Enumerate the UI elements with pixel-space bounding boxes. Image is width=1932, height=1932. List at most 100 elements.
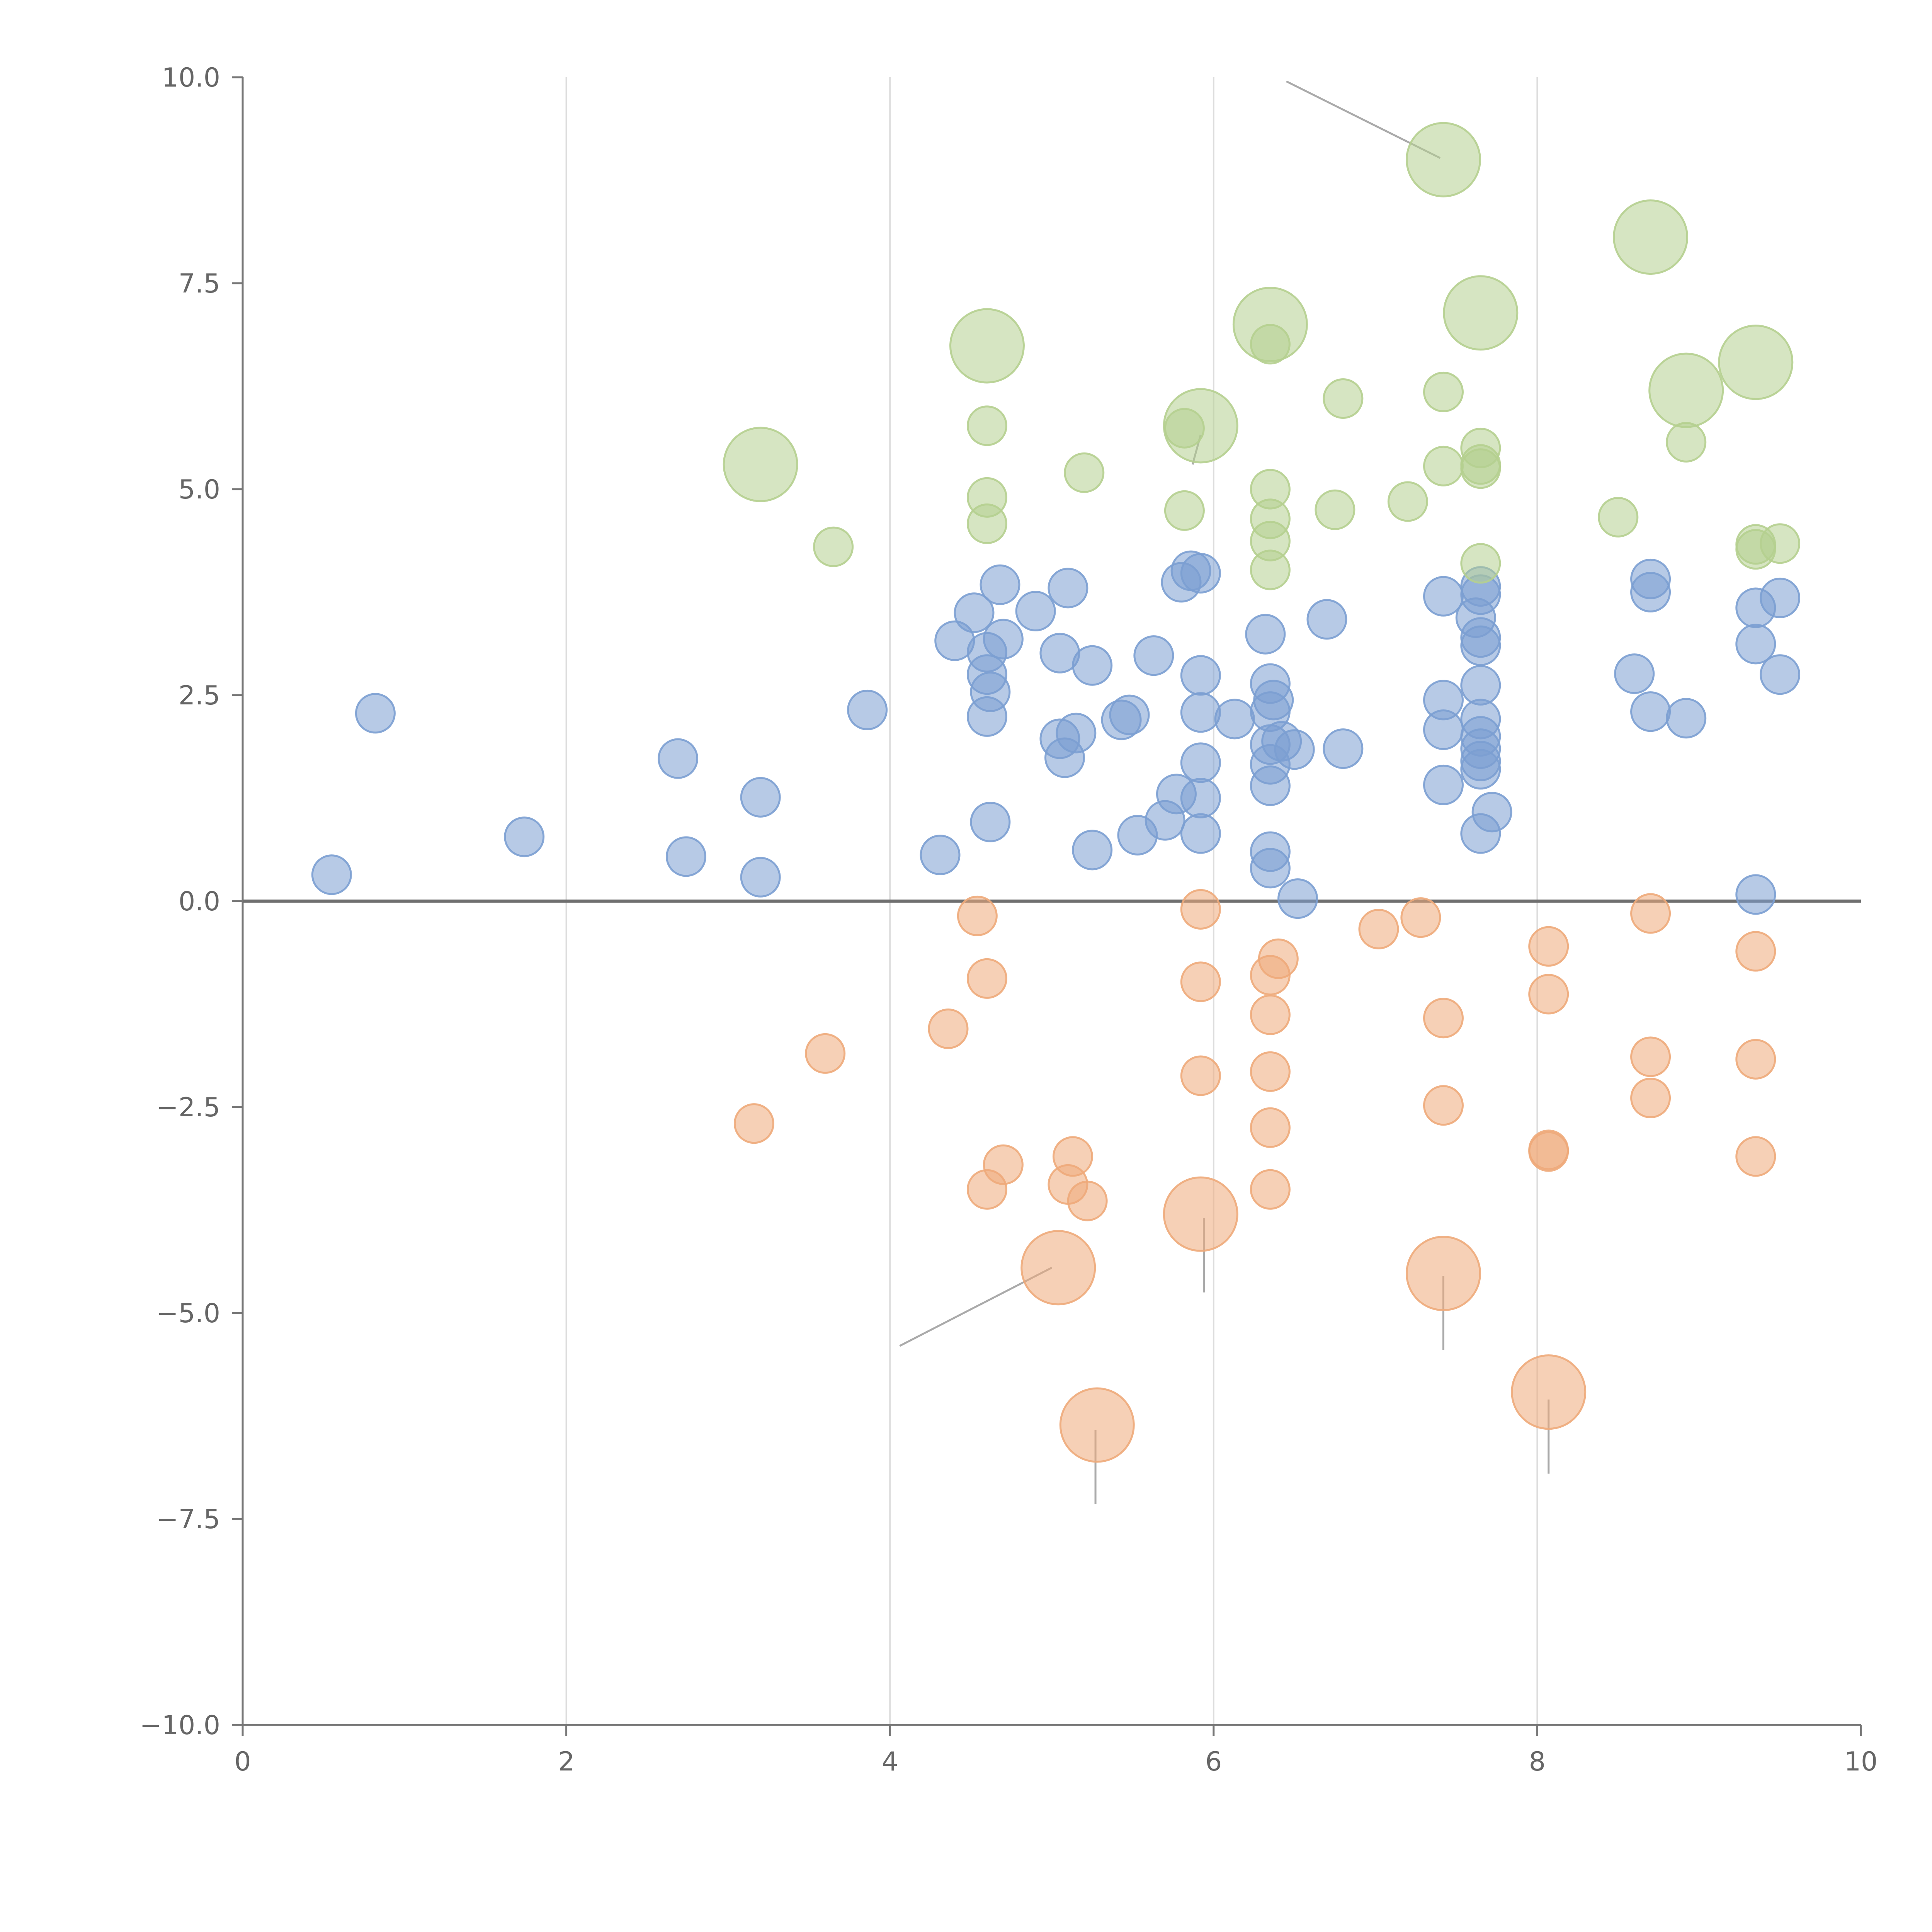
blue-point [740, 777, 781, 818]
orange-point [1358, 908, 1399, 949]
blue-point [666, 836, 707, 877]
blue-point [1471, 792, 1512, 833]
leader-lines [899, 80, 1757, 1504]
green-point [1666, 422, 1707, 463]
series-blue [311, 550, 1801, 919]
green-point [1718, 325, 1794, 400]
blue-point [504, 816, 545, 857]
blue-point [1423, 709, 1464, 750]
orange-point [805, 1033, 846, 1074]
blue-point [658, 738, 699, 779]
blue-point [1760, 654, 1801, 695]
y-tick-label: −10.0 [140, 1710, 220, 1741]
y-axis-ticks: 10.0 7.5 5.0 2.5 0.0 −2.5 −5.0 −7.5 −10.0 [140, 63, 243, 1741]
blue-point [1133, 635, 1174, 676]
orange-point [1528, 1131, 1569, 1172]
green-point [949, 308, 1025, 384]
green-point [966, 503, 1007, 544]
blue-point [1277, 878, 1318, 919]
blue-point [983, 619, 1024, 660]
blue-point [1250, 765, 1291, 806]
green-point [1443, 275, 1519, 351]
blue-point [1250, 848, 1291, 889]
blue-point [1614, 653, 1655, 694]
blue-point [1274, 729, 1315, 770]
green-point [1760, 523, 1801, 564]
orange-point [1052, 1136, 1093, 1177]
y-tick-label: 10.0 [162, 63, 220, 93]
green-point [1064, 452, 1105, 493]
blue-point [1180, 813, 1221, 854]
blue-point [1214, 699, 1255, 740]
orange-point [1735, 1039, 1776, 1080]
x-tick-label: 2 [558, 1747, 575, 1777]
green-point [1164, 490, 1205, 531]
blue-point [920, 835, 961, 876]
blue-point [970, 801, 1011, 842]
x-tick-label: 6 [1205, 1747, 1222, 1777]
green-point [1323, 378, 1364, 419]
blue-point [954, 592, 995, 633]
axes [242, 77, 1861, 1726]
blue-point [1180, 553, 1221, 594]
green-point [1163, 388, 1238, 464]
green-point [723, 427, 798, 502]
blue-point [1245, 614, 1286, 655]
blue-point [1630, 691, 1671, 732]
orange-point [1630, 1036, 1671, 1077]
y-tick-label: −5.0 [156, 1298, 220, 1329]
blue-point [1666, 698, 1707, 739]
orange-point [1735, 1136, 1776, 1177]
green-point [1387, 481, 1428, 522]
green-point [1423, 371, 1464, 412]
blue-point [1735, 874, 1776, 915]
orange-point [1258, 938, 1299, 979]
orange-point [1630, 1078, 1671, 1119]
data-points [311, 122, 1801, 1463]
x-tick-label: 8 [1529, 1747, 1546, 1777]
orange-point [1528, 974, 1569, 1015]
y-tick-label: −7.5 [156, 1504, 220, 1535]
blue-point [1735, 624, 1776, 665]
green-point [1648, 352, 1724, 428]
blue-point [1015, 591, 1056, 632]
blue-point [1180, 778, 1221, 818]
orange-point [1250, 994, 1291, 1035]
orange-point [1423, 1085, 1464, 1126]
green-point [813, 526, 854, 567]
green-point [1250, 324, 1291, 365]
orange-point [1180, 1055, 1221, 1096]
blue-point [1630, 572, 1671, 612]
blue-point [740, 857, 781, 898]
green-point [1598, 497, 1639, 537]
series-green [723, 122, 1801, 590]
green-point [1250, 549, 1291, 590]
blue-point [1109, 694, 1150, 735]
blue-point [1048, 568, 1088, 609]
green-point [1423, 446, 1464, 486]
x-tick-label: 10 [1844, 1747, 1878, 1777]
blue-point [1323, 728, 1364, 769]
y-tick-label: 7.5 [179, 269, 220, 299]
series-orange [733, 889, 1776, 1463]
blue-point [1056, 713, 1097, 753]
orange-point [1020, 1230, 1096, 1306]
blue-point [847, 689, 888, 730]
orange-point [1250, 1107, 1291, 1148]
orange-point [1250, 1051, 1291, 1092]
blue-point [1460, 625, 1501, 666]
blue-point [1180, 742, 1221, 783]
green-point [1460, 448, 1501, 489]
green-point [1315, 489, 1355, 530]
orange-point [957, 895, 998, 936]
orange-point [1405, 1236, 1481, 1311]
orange-point [1163, 1176, 1238, 1252]
blue-point [1423, 764, 1464, 805]
blue-point [311, 854, 352, 895]
y-tick-label: 0.0 [179, 886, 220, 917]
orange-point [1180, 889, 1221, 930]
green-point [1405, 122, 1481, 197]
orange-point [983, 1144, 1024, 1185]
orange-point [1400, 897, 1441, 938]
